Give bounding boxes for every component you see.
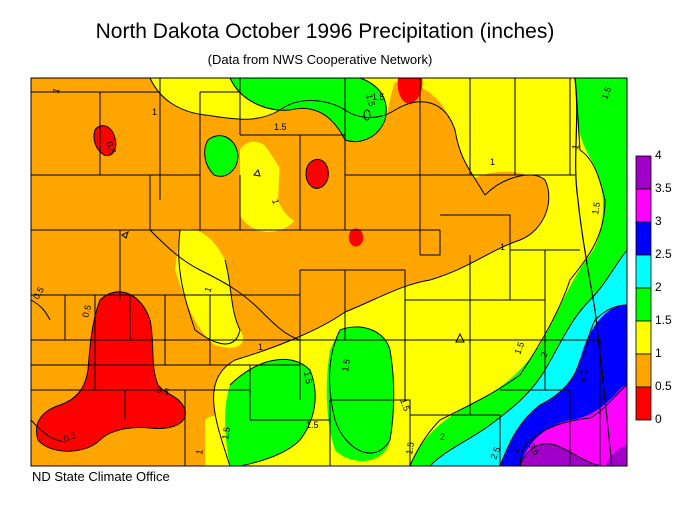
legend-swatch: [635, 287, 652, 322]
contour-label: 1: [490, 157, 495, 167]
legend-swatch: [635, 155, 652, 190]
contour-label: 1.5: [364, 93, 377, 108]
contour-label: 1.5: [590, 201, 602, 215]
contour-label: 1: [570, 144, 581, 151]
contour-label: 1.5: [599, 86, 613, 101]
zone-0.5-1-east: [470, 171, 549, 240]
legend-swatch: [635, 254, 652, 289]
legend-swatch: [635, 188, 652, 223]
zone-1-1.5-west: [175, 229, 244, 348]
county-boundaries: [30, 77, 628, 467]
legend-tick-label: 3.5: [655, 181, 672, 195]
legend-tick-label: 0.5: [655, 379, 672, 393]
contour-label: 1: [202, 286, 213, 294]
contour-label: 0.5: [155, 384, 170, 397]
contour-label: 0.5: [80, 304, 93, 319]
contour-label: 1.5: [306, 420, 319, 430]
contour-label: 1: [50, 87, 61, 95]
zone-1.5-2-south-central: [326, 326, 394, 461]
contour-label: 1: [194, 449, 205, 456]
contour-label: 1: [270, 198, 281, 205]
zone-0-0.5-southwest: [36, 291, 186, 452]
contour-label: 1.5: [404, 441, 416, 455]
contour-label: 2.5: [488, 446, 502, 461]
contour-label: 1.5: [274, 122, 287, 132]
zone-0-0.5-north: [397, 78, 423, 104]
zone-3.5-4-corner: [605, 445, 627, 466]
zone-1.5-2-small: [204, 135, 238, 177]
zone-3.5-4: [520, 443, 600, 466]
contour-label: 1.5: [398, 397, 412, 412]
legend-tick-label: 4: [655, 148, 662, 162]
zone-0-0.5-center: [306, 159, 329, 189]
legend-tick-label: 1: [655, 346, 662, 360]
zone-0-0.5-nw: [94, 125, 116, 156]
contour-label: 2: [440, 432, 445, 442]
contour-label: 3: [510, 448, 521, 456]
footer-credit: ND State Climate Office: [32, 469, 170, 484]
map-title: North Dakota October 1996 Precipitation …: [95, 20, 555, 43]
contour-lines: [30, 77, 628, 467]
contour-label: 1: [500, 242, 505, 252]
contour-label: 1.5: [220, 426, 232, 440]
legend-swatch: [635, 221, 652, 256]
contour-label: 1: [258, 342, 263, 352]
contour-label: 1: [152, 107, 157, 117]
map-subtitle: (Data from NWS Cooperative Network): [207, 52, 433, 67]
contour-label: 2: [538, 351, 549, 359]
legend-tick-label: 0: [655, 412, 662, 426]
contour-label: 1.5: [302, 371, 314, 385]
zone-1-1.5-central: [240, 141, 296, 232]
contour-label: 1.5: [512, 341, 526, 356]
legend-tick-label: 3: [655, 214, 662, 228]
contour-label: 2.5: [578, 369, 590, 383]
legend-swatch: [635, 353, 652, 388]
contour-label: 1.5: [372, 92, 385, 102]
legend-tick-label: 1.5: [655, 313, 672, 327]
legend-swatch: [635, 320, 652, 355]
contour-label: 0.5: [62, 430, 77, 444]
zone-1.5-2-north: [230, 78, 387, 142]
zone-0-0.5-small: [348, 228, 364, 247]
zone-1.5-2-south: [225, 359, 316, 466]
contour-label: 0.5: [104, 140, 118, 155]
zone-1-1.5-southwest: [205, 416, 230, 466]
contour-label: 1.5: [340, 358, 352, 372]
legend-tick-label: 2: [655, 280, 662, 294]
legend-tick-label: 2.5: [655, 247, 672, 261]
station-markers: [121, 109, 465, 343]
legend-swatch: [635, 386, 652, 421]
legend-color-bar: [635, 155, 652, 421]
